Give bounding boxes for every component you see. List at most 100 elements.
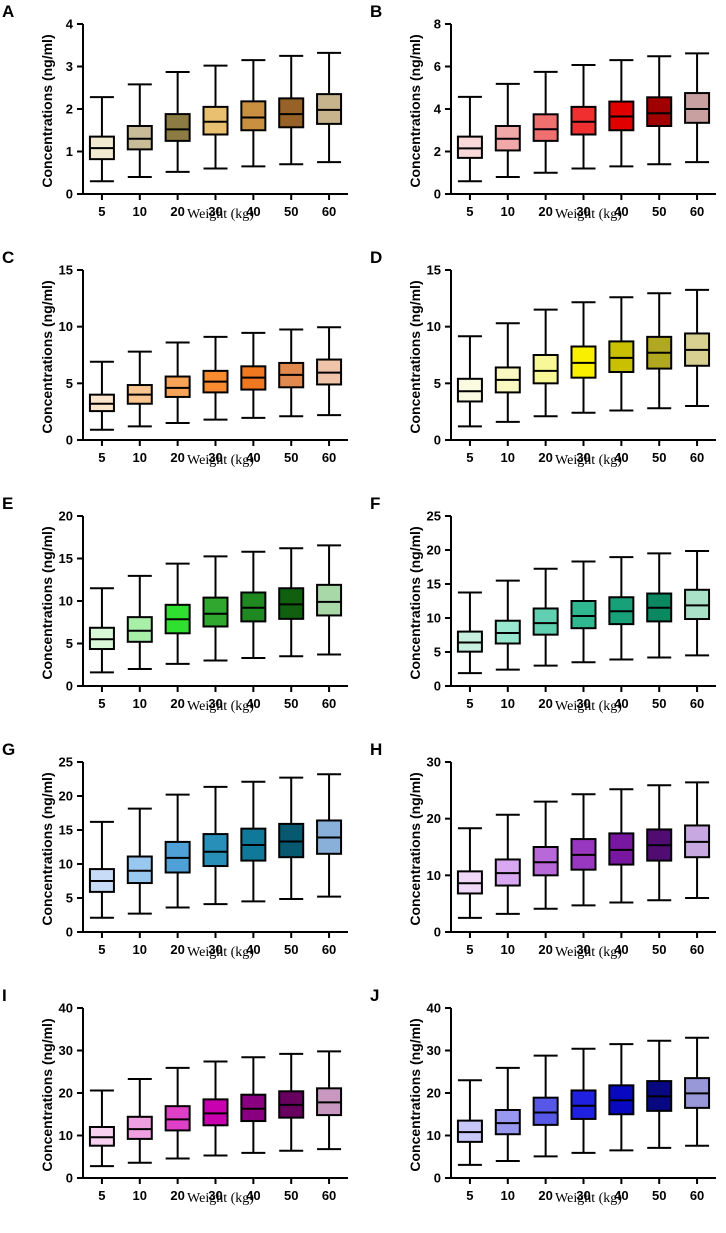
panel-h-box-10 — [494, 813, 521, 915]
panel-i-xtick-label: 60 — [322, 1188, 336, 1203]
panel-b-x-title: Weight (kg) — [555, 207, 622, 222]
panel-f-box-40 — [608, 556, 635, 661]
panel-g-ytick-label: 10 — [59, 857, 73, 872]
panel-a-box-10 — [126, 83, 153, 178]
panel-g-box-10 — [126, 807, 153, 915]
panel-a-box-40 — [240, 59, 267, 168]
panel-f-box-30 — [570, 560, 597, 664]
panel-i-box-30 — [202, 1060, 229, 1157]
panel-e-box-50 — [278, 547, 305, 658]
panel-a-xtick-label: 40 — [246, 204, 260, 219]
panel-b-box-30 — [570, 64, 597, 170]
panel-h-box-60 — [684, 781, 711, 899]
panel-i-xtick-label: 50 — [284, 1188, 298, 1203]
panel-b-xtick-label: 60 — [690, 204, 704, 219]
panel-f-ytick-label: 10 — [427, 611, 441, 626]
panel-g-ytick-label: 20 — [59, 789, 73, 804]
box-iqr — [532, 1096, 559, 1126]
panel-c-box-5 — [88, 360, 115, 431]
panel-j-xtick-label: 20 — [538, 1188, 552, 1203]
box-iqr — [278, 97, 305, 129]
panel-e-x-title: Weight (kg) — [187, 699, 254, 714]
panel-i-ytick-label: 30 — [59, 1043, 73, 1058]
panel-a: A 0 1 2 3 4 5 10 20 30 40 50 60 Weight (kg) Concentrat… — [2, 2, 348, 222]
panel-d-xtick-label: 5 — [466, 450, 473, 465]
panel-j: J 0 10 20 30 40 5 10 20 30 40 50 60 Weight (kg) Concen… — [370, 986, 716, 1206]
panel-b-box-20 — [532, 70, 559, 174]
box-iqr — [278, 822, 305, 859]
panel-b-ytick-label: 8 — [434, 17, 441, 32]
box-iqr — [608, 340, 635, 374]
box-iqr — [126, 125, 153, 151]
panel-f-xtick-label: 5 — [466, 696, 473, 711]
panel-f-box-10 — [494, 579, 521, 671]
panel-d-xtick-label: 40 — [614, 450, 628, 465]
panel-f-box-5 — [456, 591, 483, 675]
box-iqr — [532, 846, 559, 877]
panel-b-xtick-label: 5 — [466, 204, 473, 219]
panel-a-xtick-label: 60 — [322, 204, 336, 219]
panel-a-x-title: Weight (kg) — [187, 207, 254, 222]
panel-a-box-50 — [278, 54, 305, 166]
panel-e-box-30 — [202, 555, 229, 662]
panel-a-xtick-label: 30 — [208, 204, 222, 219]
panel-h-ytick-label: 20 — [427, 811, 441, 826]
panel-j-ytick-label: 10 — [427, 1128, 441, 1143]
panel-b-box-50 — [646, 55, 673, 166]
panel-d-box-40 — [608, 296, 635, 412]
panel-h-xtick-label: 10 — [501, 942, 515, 957]
box-iqr — [532, 354, 559, 385]
box-iqr — [532, 113, 559, 142]
panel-c-box-20 — [164, 341, 191, 424]
panel-c-xtick-label: 40 — [246, 450, 260, 465]
panel-d-xtick-label: 50 — [652, 450, 666, 465]
panel-g: G 0 5 10 15 20 25 5 10 20 30 40 50 60 Weight (kg) Conce… — [2, 740, 348, 960]
panel-e-box-40 — [240, 550, 267, 659]
panel-a-ytick-label: 0 — [66, 187, 73, 202]
panel-i: I 0 10 20 30 40 5 10 20 30 40 50 60 Weight (kg) Concen… — [2, 986, 348, 1206]
panel-e-ytick-label: 0 — [66, 679, 73, 694]
panel-j-letter: J — [370, 986, 379, 1005]
panel-g-x-title: Weight (kg) — [187, 945, 254, 960]
panel-e-y-title: Concentrations (ng/ml) — [39, 526, 55, 679]
panel-e-ytick-label: 5 — [66, 636, 73, 651]
panel-a-y-title: Concentrations (ng/ml) — [39, 34, 55, 187]
panel-b-xtick-label: 10 — [501, 204, 515, 219]
panel-d-box-60 — [684, 288, 711, 407]
box-iqr — [456, 377, 483, 403]
panel-e-xtick-label: 10 — [133, 696, 147, 711]
panel-e-xtick-label: 40 — [246, 696, 260, 711]
panel-b-box-5 — [456, 95, 483, 183]
panel-j-ytick-label: 0 — [434, 1171, 441, 1186]
panel-d: D 0 5 10 15 5 10 20 30 40 50 60 Weight (kg) Concentra… — [370, 248, 716, 468]
panel-c-ytick-label: 0 — [66, 433, 73, 448]
panel-e-xtick-label: 50 — [284, 696, 298, 711]
panel-a-box-20 — [164, 71, 191, 173]
box-iqr — [126, 616, 153, 643]
box-iqr — [126, 855, 153, 885]
panel-b-ytick-label: 6 — [434, 59, 441, 74]
panel-i-ytick-label: 20 — [59, 1086, 73, 1101]
box-iqr — [570, 105, 597, 136]
panel-f-box-50 — [646, 552, 673, 659]
panel-h-box-20 — [532, 800, 559, 910]
panel-e-xtick-label: 30 — [208, 696, 222, 711]
panel-b: B 0 2 4 6 8 5 10 20 30 40 50 60 Weight (kg) Concentrat… — [370, 2, 716, 222]
box-iqr — [570, 1089, 597, 1120]
panel-g-xtick-label: 5 — [98, 942, 105, 957]
panel-d-box-10 — [494, 322, 521, 423]
panel-g-xtick-label: 20 — [170, 942, 184, 957]
panel-a-ytick-label: 4 — [66, 17, 74, 32]
panel-e-box-10 — [126, 574, 153, 670]
panel-b-xtick-label: 40 — [614, 204, 628, 219]
panel-c-ytick-label: 5 — [66, 376, 73, 391]
panel-d-xtick-label: 60 — [690, 450, 704, 465]
panel-j-ytick-label: 20 — [427, 1086, 441, 1101]
panel-f-ytick-label: 15 — [427, 577, 441, 592]
panel-g-xtick-label: 50 — [284, 942, 298, 957]
box-iqr — [494, 1109, 521, 1136]
panel-j-box-10 — [494, 1066, 521, 1162]
panel-f-xtick-label: 20 — [538, 696, 552, 711]
panel-b-xtick-label: 30 — [576, 204, 590, 219]
